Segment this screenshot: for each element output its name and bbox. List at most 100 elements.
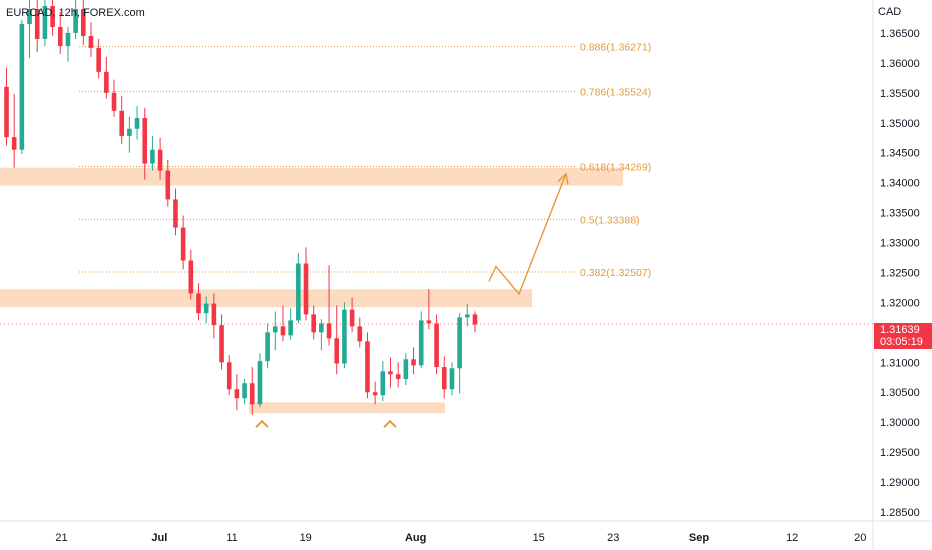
candle-body — [465, 314, 470, 318]
time-tick-label: Jul — [151, 532, 167, 544]
candle-body — [42, 5, 48, 39]
candle-body — [142, 117, 148, 164]
price-tick-label: 1.36000 — [880, 58, 920, 70]
candle-body — [19, 23, 25, 150]
candle-body — [88, 35, 94, 48]
candle — [465, 303, 470, 327]
candle-body — [357, 326, 363, 342]
zone-resistance-middle — [0, 289, 532, 308]
candle-body — [334, 338, 340, 364]
candle — [257, 353, 263, 408]
candle — [180, 215, 186, 270]
candle — [119, 95, 124, 144]
candle-body — [104, 71, 109, 93]
candle-body — [27, 8, 32, 24]
candle — [472, 311, 478, 333]
fib-label-0.382: 0.382(1.32507) — [580, 267, 651, 279]
price-tick-label: 1.33000 — [880, 238, 920, 250]
time-tick-label: Sep — [689, 532, 709, 544]
candle-body — [457, 317, 462, 369]
candle-body — [296, 263, 301, 321]
candle-body — [365, 341, 370, 393]
candle — [449, 362, 455, 396]
candle — [134, 105, 140, 140]
candle-body — [311, 314, 316, 333]
candle — [226, 355, 232, 396]
price-tick-label: 1.31000 — [880, 357, 920, 369]
candle-body — [288, 320, 293, 336]
candle — [434, 314, 439, 375]
candle-body — [65, 32, 71, 47]
fib-label-0.5: 0.5(1.33388) — [580, 214, 640, 226]
candle-body — [388, 371, 393, 375]
bottom-marker-2 — [383, 419, 397, 428]
candle — [234, 374, 240, 411]
candle — [411, 347, 416, 375]
candle — [142, 107, 148, 180]
price-tick-label: 1.32500 — [880, 267, 920, 279]
candle-body — [73, 8, 78, 33]
candle-body — [372, 392, 378, 396]
fibonacci-levels: 0.886(1.36271) 0.786(1.35524) 0.618(1.3426… — [79, 42, 651, 279]
time-tick-label: 15 — [533, 532, 545, 544]
candle-body — [188, 260, 194, 294]
candle — [334, 305, 340, 375]
candle-body — [380, 371, 386, 396]
candle-body — [96, 47, 101, 72]
time-axis[interactable]: 21 Jul 11 19 Aug 15 23 Sep 12 20 — [55, 532, 866, 544]
candle — [357, 317, 363, 348]
candle-body — [157, 149, 163, 171]
candle — [457, 313, 462, 394]
candle — [188, 249, 194, 300]
candle — [196, 283, 201, 321]
price-tick-label: 1.34000 — [880, 178, 920, 190]
candle — [219, 314, 224, 370]
candle — [265, 323, 270, 369]
time-tick-label: 11 — [226, 532, 237, 544]
candle — [150, 135, 155, 171]
candle — [319, 319, 324, 351]
candle-body — [426, 320, 432, 324]
price-tick-label: 1.34500 — [880, 148, 920, 160]
candle-body — [127, 128, 132, 136]
candle-body — [81, 8, 86, 36]
candle — [426, 289, 432, 330]
candle-body — [165, 170, 171, 200]
candle — [73, 0, 78, 39]
candle — [42, 0, 48, 47]
candle — [65, 26, 71, 62]
price-tick-label: 1.30500 — [880, 387, 920, 399]
candle-body — [11, 137, 17, 150]
candle — [372, 381, 378, 405]
candle-body — [257, 361, 263, 405]
bottom-marker-1 — [255, 419, 269, 428]
candle-body — [326, 323, 332, 339]
candle — [211, 293, 217, 339]
projection-path — [488, 173, 567, 296]
candle — [173, 188, 178, 236]
candle — [303, 247, 309, 321]
time-tick-label: 20 — [854, 532, 866, 544]
candle — [296, 253, 301, 324]
candle — [403, 353, 409, 386]
candle — [349, 297, 355, 333]
candle-body — [4, 86, 9, 138]
zone-resistance-upper — [0, 167, 623, 186]
time-tick-label: 19 — [300, 532, 312, 544]
candle-body — [34, 8, 40, 39]
candle-body — [119, 110, 124, 136]
candle-body — [280, 326, 286, 336]
time-tick-label: 12 — [786, 532, 798, 544]
candle-body — [242, 383, 247, 399]
price-tick-label: 1.35000 — [880, 118, 920, 130]
candle — [326, 265, 332, 346]
zone-support — [249, 402, 445, 414]
candle — [19, 19, 25, 154]
candle-body — [349, 309, 355, 327]
price-tick-label: 1.35500 — [880, 88, 920, 100]
price-axis[interactable]: 1.36500 1.36000 1.35500 1.35000 1.34500 1.340… — [880, 28, 920, 519]
candle-body — [50, 5, 55, 27]
candle — [311, 305, 316, 340]
pattern-markers — [255, 172, 569, 428]
